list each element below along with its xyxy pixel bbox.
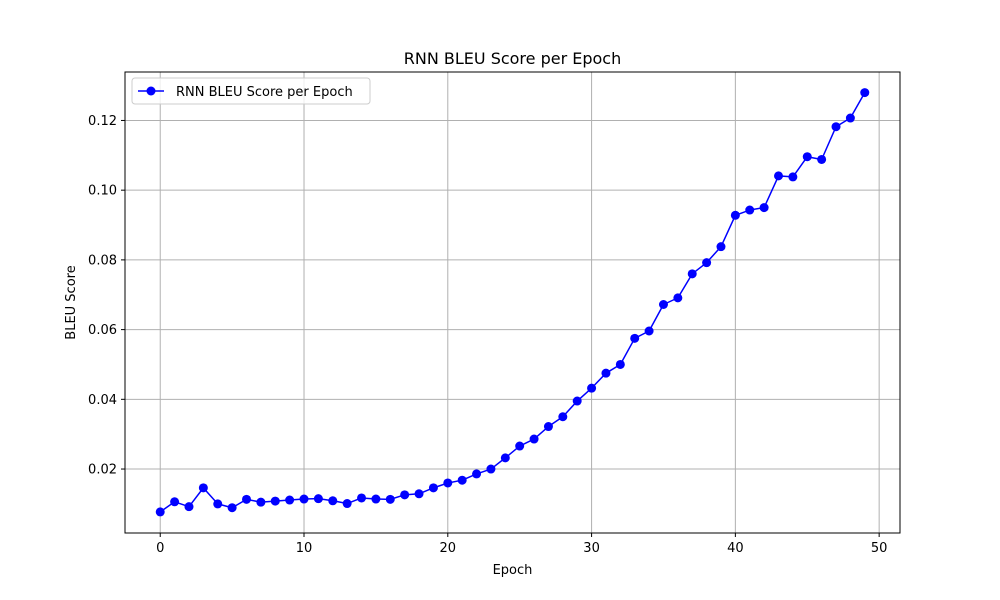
data-point [788,172,798,182]
data-point [184,502,194,512]
legend-marker-swatch [146,86,156,96]
data-point [472,469,482,479]
data-point [428,483,438,493]
data-point [687,269,697,279]
data-point [328,496,338,506]
data-point [342,499,352,509]
data-point [587,383,597,393]
data-point [572,396,582,406]
data-point [198,483,208,493]
data-point [357,493,367,503]
data-point [658,300,668,309]
series-group [155,88,870,517]
data-point [270,496,280,506]
data-point [443,478,453,488]
y-tick-label: 0.12 [88,114,117,129]
data-point [227,503,237,513]
x-axis-label: Epoch [493,563,533,578]
y-axis-label: BLEU Score [64,265,79,339]
x-tick-label: 40 [727,541,744,556]
y-tick-label: 0.02 [88,463,117,478]
data-point [213,499,223,509]
chart-title: RNN BLEU Score per Epoch [404,49,622,68]
data-point [155,507,165,517]
horizontal-gridlines [125,119,900,470]
vertical-gridlines [159,72,880,533]
data-point [371,494,381,504]
data-point [615,359,625,369]
data-point [414,489,424,499]
data-point [242,494,251,504]
data-point [543,422,553,432]
data-point [515,441,525,451]
data-point [673,293,683,303]
data-point [860,88,870,98]
data-point [802,152,812,162]
data-point [385,494,395,504]
data-point [759,203,769,213]
data-point [702,258,712,268]
data-point [774,171,783,181]
legend-entry-label: RNN BLEU Score per Epoch [176,85,353,100]
data-point [644,326,654,336]
data-point [285,495,295,505]
y-tick-label: 0.04 [88,393,117,408]
legend: RNN BLEU Score per Epoch [131,77,371,105]
x-axis-ticks: 0 10 20 30 40 50 [156,533,887,556]
data-point [400,490,410,500]
data-point [817,154,827,164]
legend-box [131,77,371,105]
x-tick-label: 0 [156,541,164,556]
x-tick-label: 50 [871,541,888,556]
plot-frame [124,71,901,534]
data-point [730,210,740,220]
data-point [601,368,611,378]
y-axis-ticks: 0.02 0.04 0.06 0.08 0.10 0.12 [88,114,125,478]
data-point [500,453,510,463]
data-point [716,242,726,252]
data-point [457,475,467,485]
x-tick-label: 30 [583,541,600,556]
data-point [313,494,323,504]
data-point [256,497,266,507]
data-point [299,494,309,504]
y-tick-label: 0.10 [88,184,117,199]
x-tick-label: 20 [440,541,457,556]
data-point [831,122,841,132]
data-point [845,113,855,123]
data-point [170,497,180,507]
x-tick-label: 10 [296,541,313,556]
data-point [745,205,755,215]
y-tick-label: 0.06 [88,323,117,338]
data-point [630,333,640,343]
y-tick-label: 0.08 [88,253,117,268]
data-point [529,434,539,444]
data-point [486,464,496,474]
plot-area [125,72,900,533]
data-point [558,412,568,422]
